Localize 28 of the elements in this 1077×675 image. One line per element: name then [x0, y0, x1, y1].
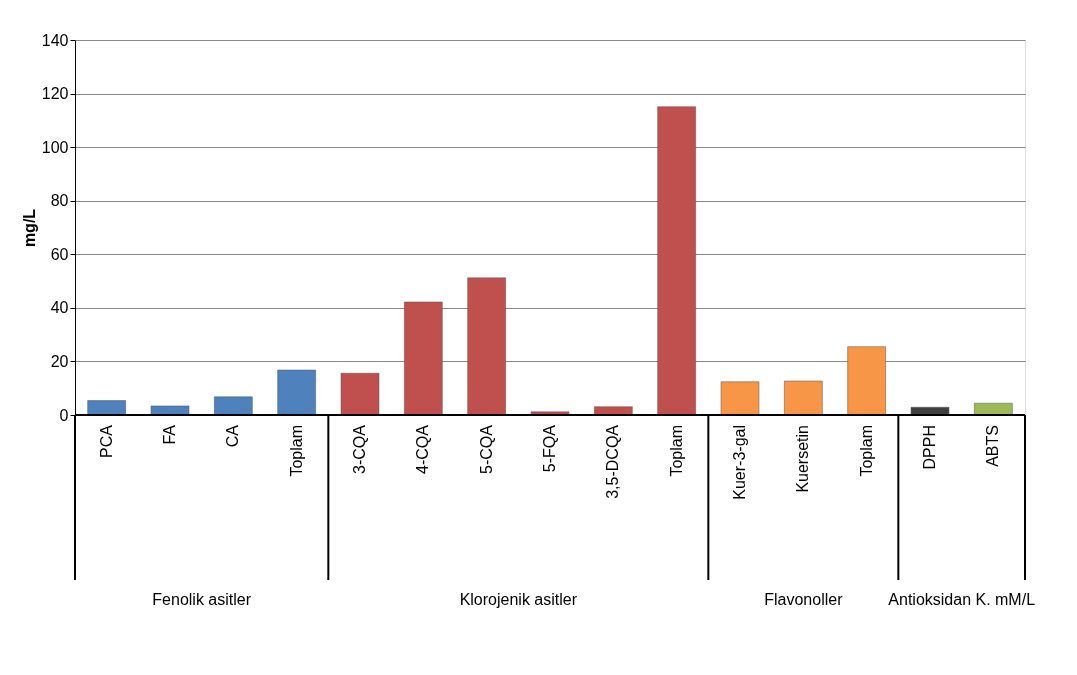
- text: Flavonoller: [764, 591, 844, 608]
- y-axis-title: mg/L: [20, 208, 38, 248]
- text: Klorojenik asitler: [459, 591, 578, 608]
- y-tick-label: 80: [50, 192, 69, 210]
- x-tick-label: 3,5-DCQA: [604, 424, 622, 499]
- text: Antioksidan K. mM/L: [888, 591, 1036, 608]
- y-tick-label: 20: [50, 352, 69, 370]
- y-tick-label: 0: [59, 406, 69, 424]
- x-tick-label: 3-CQA: [351, 424, 368, 474]
- x-tick-label: FA: [161, 424, 178, 445]
- x-tick-label: Kuer-3-gal: [731, 425, 748, 500]
- y-tick-label: 60: [50, 245, 69, 263]
- x-tick-label: PCA: [97, 424, 115, 458]
- y-tick-label: 100: [41, 138, 69, 156]
- x-tick-label: 5-CQA: [477, 424, 495, 474]
- y-tick-label: 140: [41, 31, 69, 49]
- x-tick-label: Toplam: [287, 425, 305, 477]
- x-tick-label: CA: [224, 424, 242, 448]
- x-tick-label: ABTS: [984, 425, 1002, 467]
- x-tick-label: DPPH: [921, 425, 938, 470]
- x-tick-label: 4-CQA: [414, 424, 432, 474]
- x-tick-label: Toplam: [857, 425, 875, 477]
- x-tick-label: 5-FQA: [541, 424, 558, 473]
- x-tick-label: Toplam: [667, 425, 685, 477]
- text: Fenolik asitler: [152, 591, 252, 608]
- x-tick-label: Kuersetin: [794, 425, 812, 493]
- y-tick-label: 120: [41, 85, 69, 103]
- y-tick-label: 40: [50, 299, 69, 317]
